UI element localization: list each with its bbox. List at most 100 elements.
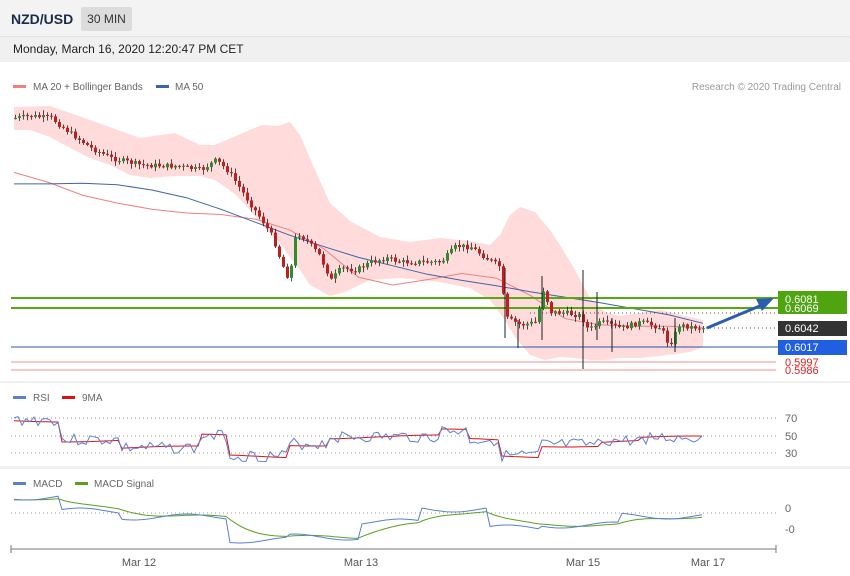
candle-body [18,116,21,118]
candle-body [646,320,649,322]
candle-body [230,172,233,174]
candle-body [650,321,653,326]
candle-body [70,131,73,133]
candle-body [470,247,473,250]
candle-body [382,260,385,262]
candle-body [678,326,681,332]
candle-body [386,257,389,262]
rsi-ma-legend-swatch [62,396,75,399]
candle-body [614,323,617,325]
candle-body [194,167,197,169]
candle-body [74,131,77,139]
candle-body [378,260,381,263]
candle-body [506,293,509,317]
candle-body [622,325,625,327]
candle-body [594,326,597,328]
candle-body [514,318,517,322]
candle-body [270,228,273,233]
candle-body [102,152,105,154]
candle-body [290,265,293,278]
candle-body [394,257,397,262]
candle-body [122,158,125,162]
candle-body [334,273,337,279]
candle-body [306,239,309,241]
candle-body [238,181,241,187]
main-panel [0,62,850,381]
candle-body [410,263,413,265]
level-0.6081: 0.6081 [785,294,819,306]
candle-body [318,249,321,255]
candle-body [254,207,257,211]
candle-body [422,260,425,262]
candle-body [150,165,153,168]
candle-body [178,165,181,167]
candle-body [266,223,269,229]
candle-body [634,322,637,327]
candle-body [142,164,145,166]
candle-body [558,311,561,314]
candle-body [106,153,109,155]
candle-body [374,260,377,263]
candle-body [174,165,177,168]
candle-body [478,249,481,254]
candle-body [662,328,665,331]
candle-body [626,325,629,329]
candle-body [342,267,345,269]
candle-body [690,326,693,329]
candle-body [446,253,449,261]
forecast-arrow-shaft [706,303,763,330]
candle-body [138,161,141,165]
candle-body [490,259,493,261]
candle-body [110,154,113,157]
candle-body [474,247,477,249]
x-label-mar15: Mar 15 [566,557,600,569]
level-0.6069: 0.6069 [785,303,819,315]
candle-body [226,166,229,173]
candle-body [670,342,673,345]
candle-body [362,266,365,268]
candle-body [30,116,33,118]
candle-body [90,144,93,148]
resistance-badge [778,291,847,314]
rsi-level-70: 70 [785,413,797,425]
candle-body [398,261,401,263]
candle-body [658,328,661,330]
candle-body [218,158,221,162]
price-badges: 0.6081 0.6069 0.6042 0.6017 0.5997 0.598… [778,291,847,377]
candle-body [162,166,165,168]
candle-body [302,236,305,240]
candle-body [450,248,453,254]
candle-body [166,163,169,168]
macd-signal-legend-swatch [75,482,88,485]
candle-body [94,147,97,153]
candle-body [578,314,581,318]
candle-body [438,261,441,263]
candle-body [390,257,393,259]
candle-body [538,308,541,322]
candle-body [42,115,45,118]
bollinger-bands [14,106,703,360]
candle-body [250,200,253,208]
candle-body [26,114,29,117]
candle-body [34,115,37,117]
candle-body [414,263,417,265]
rsi-legend-label: RSI [33,393,50,404]
candle-body [14,118,17,119]
candle-body [146,164,149,166]
level-0.6017: 0.6017 [785,342,819,354]
datetime-label: Monday, March 16, 2020 12:20:47 PM CET [13,42,244,56]
candle-body [370,260,373,263]
candle-body [130,160,133,164]
candle-body [210,162,213,168]
candle-body [190,165,193,169]
candle-body [510,316,513,319]
timeframe-button[interactable]: 30 MIN [81,7,132,31]
candle-body [326,264,329,274]
candle-body [298,236,301,238]
candle-body [86,143,89,145]
symbol-label: NZD/USD [11,11,74,27]
rsi-legend-swatch [13,396,26,399]
candle-body [358,266,361,273]
support-badge [778,340,847,355]
